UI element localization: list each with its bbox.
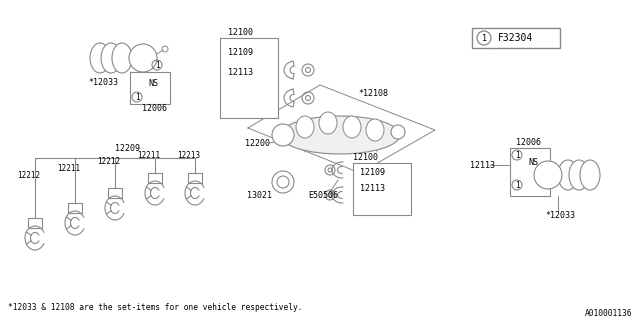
Bar [28, 218, 42, 228]
Text: E50506: E50506 [308, 190, 338, 199]
Text: *12033: *12033 [88, 77, 118, 86]
Text: 12006: 12006 [142, 103, 167, 113]
Ellipse shape [296, 116, 314, 138]
Text: 12100: 12100 [353, 153, 378, 162]
Text: 12213: 12213 [177, 150, 200, 159]
Text: 12006: 12006 [516, 138, 541, 147]
Text: *12033: *12033 [545, 211, 575, 220]
Ellipse shape [569, 160, 589, 190]
Ellipse shape [277, 176, 289, 188]
Text: NS: NS [148, 78, 158, 87]
Text: 12109: 12109 [360, 167, 385, 177]
Text: *12033 & 12108 are the set-items for one vehicle respectively.: *12033 & 12108 are the set-items for one… [8, 303, 303, 313]
Ellipse shape [534, 161, 562, 189]
Bar [148, 173, 162, 183]
Bar [68, 203, 82, 213]
Text: 13021: 13021 [247, 190, 272, 199]
Ellipse shape [580, 160, 600, 190]
Text: 1: 1 [515, 150, 519, 159]
Ellipse shape [319, 112, 337, 134]
Text: NS: NS [528, 157, 538, 166]
Ellipse shape [90, 43, 110, 73]
Ellipse shape [391, 125, 405, 139]
Bar [510, 148, 550, 196]
Ellipse shape [112, 43, 132, 73]
Text: 12212: 12212 [17, 171, 40, 180]
Text: 12109: 12109 [228, 47, 253, 57]
Ellipse shape [366, 119, 384, 141]
Text: 12113: 12113 [228, 68, 253, 76]
Text: 12113: 12113 [360, 183, 385, 193]
Text: 12100: 12100 [228, 28, 253, 36]
Bar [472, 28, 560, 48]
Text: 12200: 12200 [245, 139, 270, 148]
Bar [130, 72, 170, 104]
Bar [220, 38, 278, 118]
Ellipse shape [272, 124, 294, 146]
Text: 12212: 12212 [97, 156, 120, 165]
Bar [353, 163, 411, 215]
Text: 1: 1 [515, 180, 519, 189]
Ellipse shape [129, 44, 157, 72]
Ellipse shape [101, 43, 121, 73]
Ellipse shape [343, 116, 361, 138]
Bar [108, 188, 122, 198]
Text: F32304: F32304 [498, 33, 533, 43]
Text: *12108: *12108 [358, 89, 388, 98]
Ellipse shape [558, 160, 578, 190]
Ellipse shape [272, 171, 294, 193]
Text: 1: 1 [134, 92, 140, 101]
Text: 12211: 12211 [137, 150, 160, 159]
Text: 1: 1 [481, 34, 486, 43]
Text: 12113: 12113 [470, 161, 495, 170]
Bar [188, 173, 202, 183]
Text: 12209: 12209 [115, 143, 140, 153]
Ellipse shape [280, 116, 400, 154]
Text: 1: 1 [155, 60, 159, 69]
Text: 12211: 12211 [57, 164, 80, 172]
Text: A010001136: A010001136 [584, 308, 632, 317]
